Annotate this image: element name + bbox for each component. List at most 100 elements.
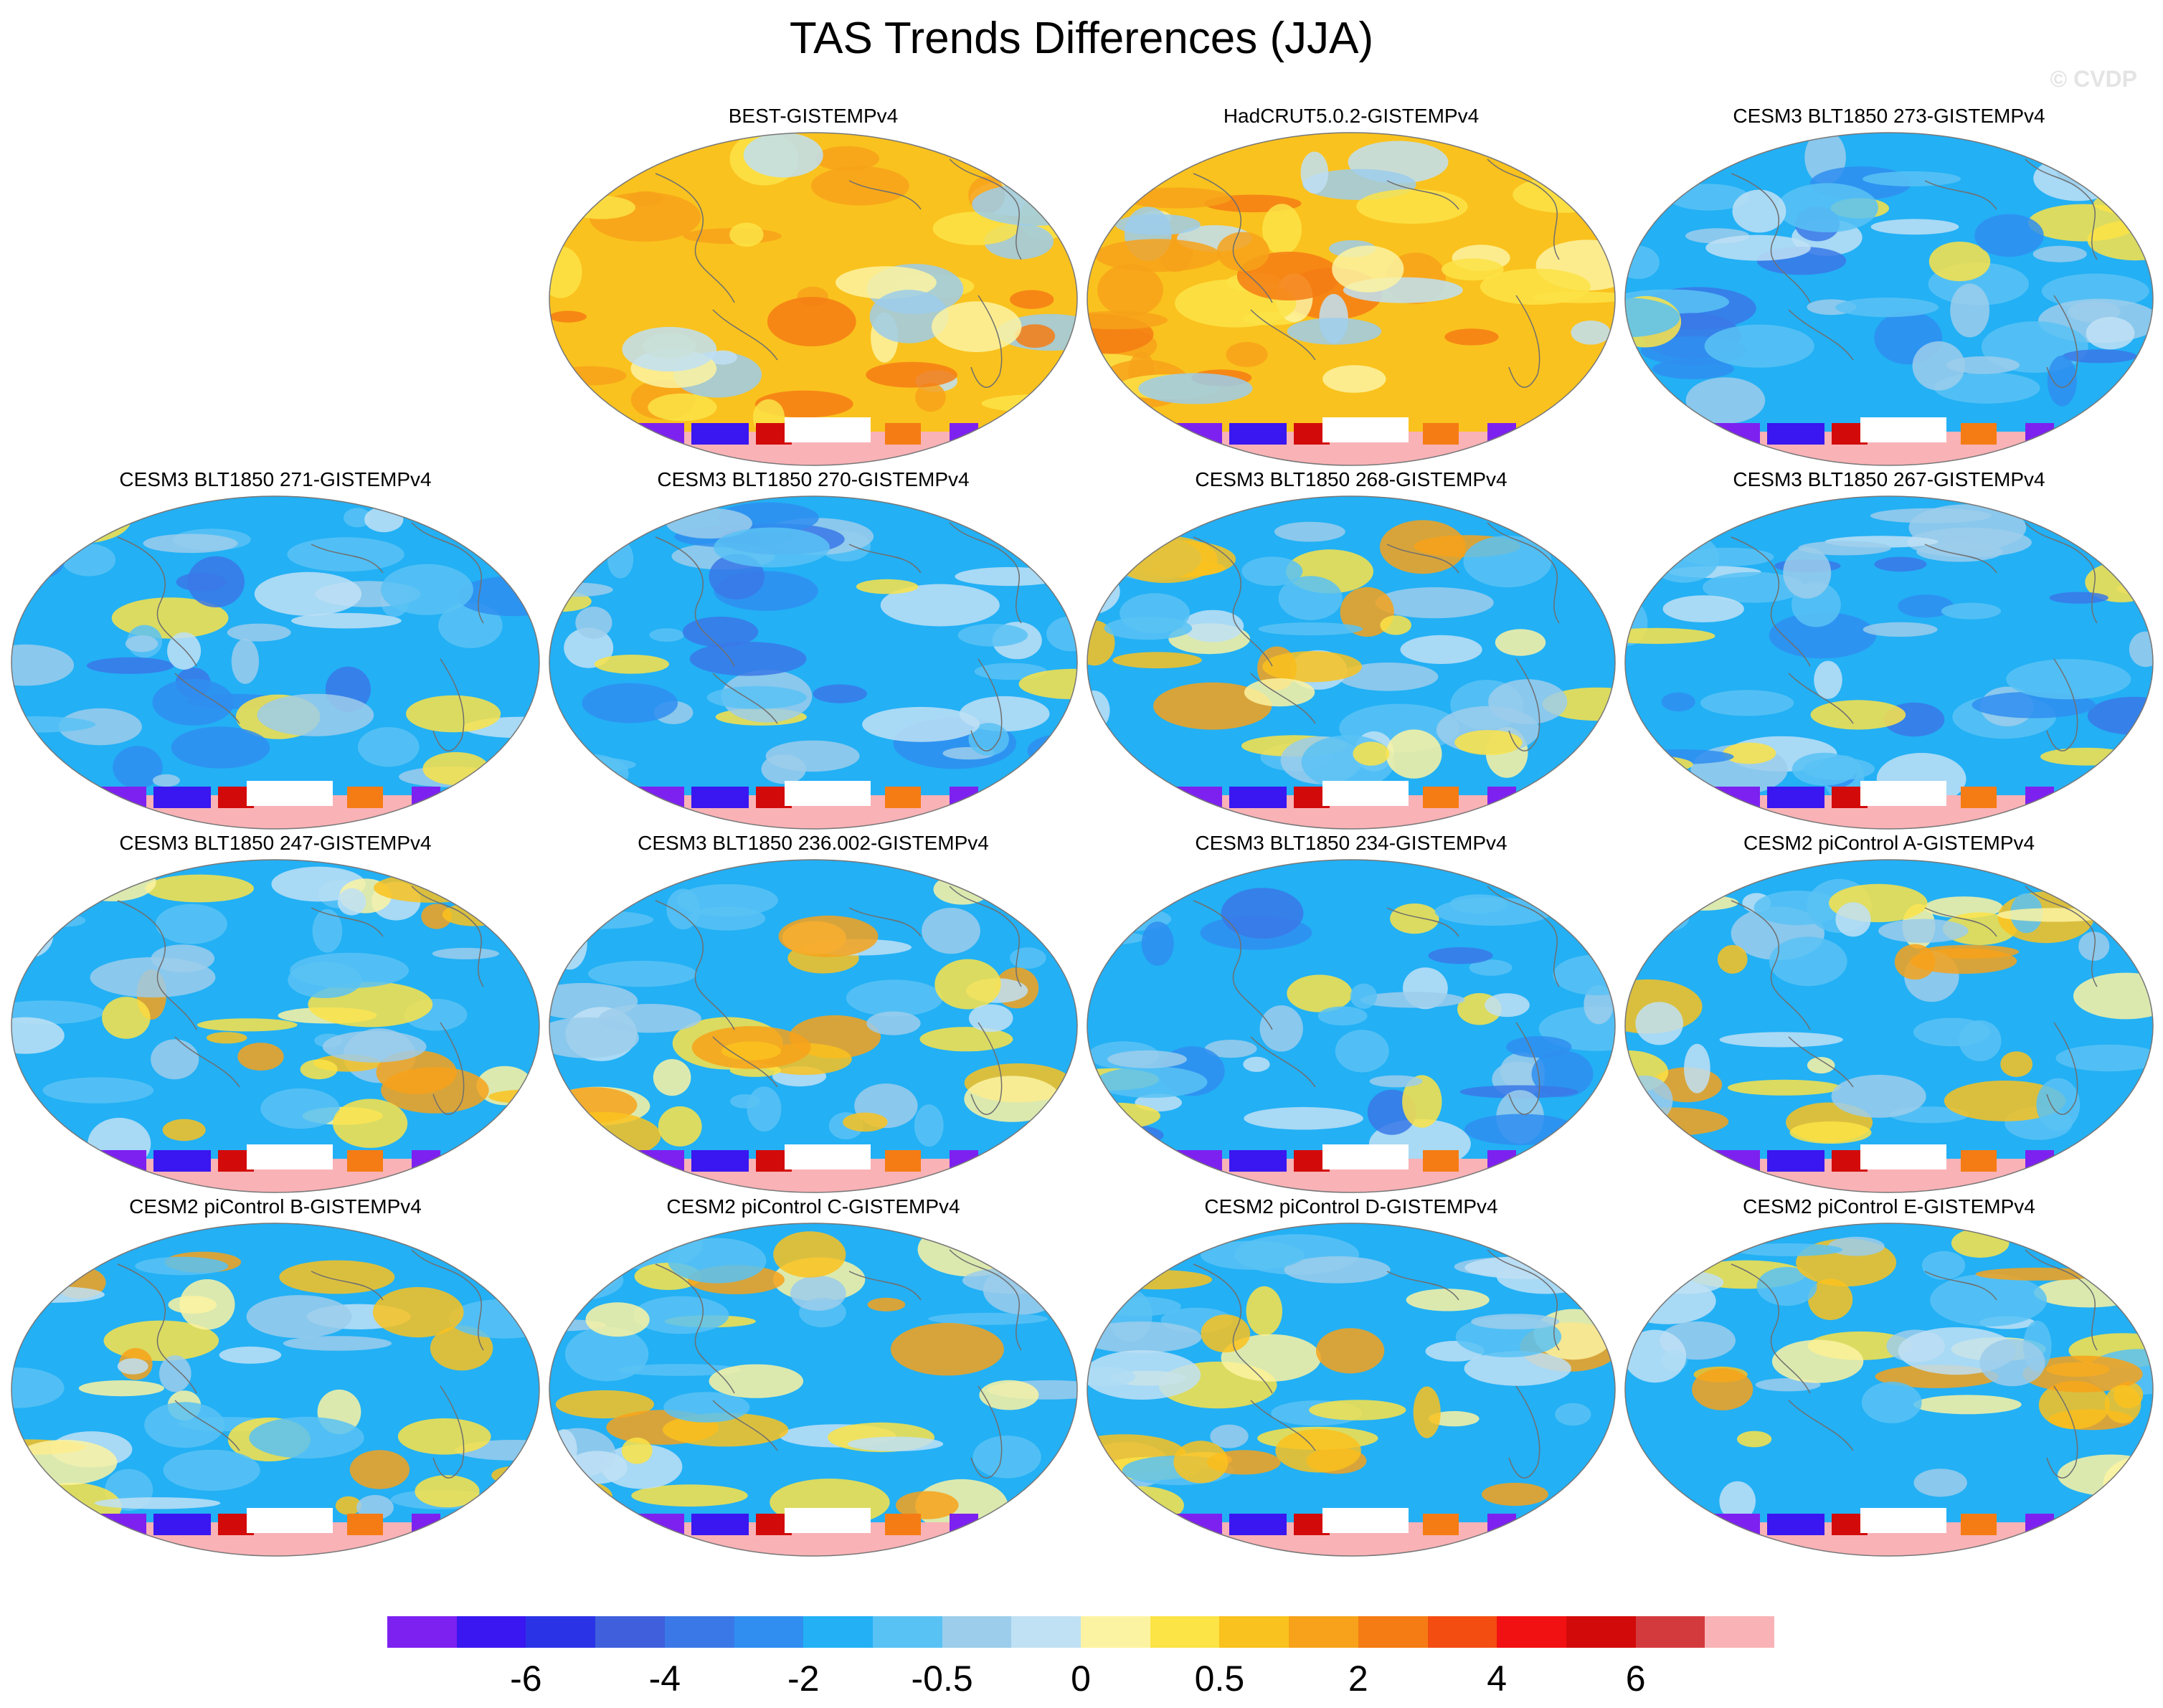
antarctic-anomaly (2025, 1514, 2054, 1535)
anomaly-region (1870, 219, 1959, 235)
coastline (970, 1022, 1003, 1115)
anomaly-region (135, 1256, 229, 1276)
anomaly-region (2038, 1380, 2110, 1430)
map-globe (1087, 1223, 1616, 1557)
anomaly-region (2079, 1236, 2145, 1287)
colorbar-box (526, 1616, 596, 1648)
anomaly-region (706, 685, 807, 709)
anomaly-region (1380, 615, 1411, 635)
anomaly-region (1808, 1278, 1853, 1320)
anomaly-region (322, 1030, 427, 1063)
anomaly-region (1506, 1036, 1572, 1058)
colorbar-tick-label: 0 (1071, 1659, 1091, 1699)
anomaly-region (381, 1067, 489, 1114)
antarctic-anomaly (691, 423, 749, 445)
coastline (1924, 1271, 1997, 1301)
antarctic-anomaly (1961, 423, 1997, 445)
antarctic-anomaly (1423, 423, 1459, 445)
anomaly-region (421, 903, 453, 929)
anomaly-region (1700, 690, 1794, 716)
anomaly-region (1095, 1066, 1208, 1098)
panel-title: CESM3 BLT1850 236.002-GISTEMPv4 (638, 832, 989, 854)
coastline (1508, 295, 1540, 388)
anomaly-region (1241, 556, 1303, 587)
anomaly-region (1243, 1056, 1270, 1072)
anomaly-region (628, 191, 664, 207)
anomaly-region (999, 528, 1032, 548)
colorbar-box (595, 1616, 666, 1648)
coastline (174, 1036, 240, 1088)
anomaly-region (283, 1336, 392, 1351)
anomaly-region (1274, 521, 1345, 542)
anomaly-region (1798, 541, 1891, 556)
anomaly-region (1495, 629, 1546, 656)
watermark: © CVDP (2050, 66, 2137, 92)
anomaly-region (1004, 134, 1077, 186)
coastline (2025, 522, 2098, 624)
anomaly-region (968, 723, 1009, 756)
anomaly-region (1898, 594, 1954, 618)
anomaly-region (1542, 687, 1615, 721)
map-globe (11, 859, 540, 1193)
anomaly-region (290, 952, 410, 989)
coastline (1508, 1022, 1540, 1115)
anomaly-region (11, 1017, 65, 1054)
anomaly-region (658, 1106, 702, 1147)
anomaly-region (162, 1119, 206, 1142)
coastline (848, 1271, 922, 1301)
anomaly-region (1087, 620, 1115, 666)
anomaly-region (1018, 668, 1077, 700)
antarctic-anomaly (950, 1150, 978, 1172)
coastline (2025, 886, 2098, 987)
antarctic-anomaly (153, 1514, 211, 1535)
anomaly-region (743, 133, 823, 178)
coastline (1386, 544, 1459, 574)
anomaly-region (621, 1437, 653, 1464)
anomaly-region (499, 743, 539, 762)
antarctic-anomaly (950, 423, 978, 445)
anomaly-region (335, 1496, 361, 1515)
antarctic-anomaly (347, 1150, 383, 1172)
anomaly-region (1107, 1050, 1188, 1068)
coastline (1924, 907, 1997, 937)
anomaly-region (151, 1039, 199, 1080)
missing-data (247, 1508, 333, 1533)
coastline (848, 907, 922, 937)
antarctic-anomaly (885, 423, 921, 445)
coastline (949, 158, 1022, 260)
anomaly-region (406, 695, 501, 733)
coastline (970, 658, 1003, 751)
anomaly-region (1661, 692, 1695, 712)
anomaly-region (847, 1436, 944, 1451)
coastline (712, 1400, 778, 1451)
anomaly-region (1244, 1106, 1363, 1130)
map-outline (1087, 495, 1616, 830)
anomaly-region (962, 1267, 1074, 1294)
map-panel: CESM3 BLT1850 267-GISTEMPv4 (1624, 468, 2154, 834)
anomaly-region (1369, 1075, 1423, 1088)
anomaly-region (914, 1104, 944, 1147)
antarctic-anomaly (1487, 1514, 1516, 1535)
anomaly-region (78, 1380, 164, 1397)
map-panel: CESM2 piControl D-GISTEMPv4 (1086, 1195, 1617, 1561)
anomaly-region (511, 497, 539, 536)
anomaly-region (58, 708, 142, 746)
anomaly-region (765, 740, 860, 772)
coastline (311, 544, 384, 574)
coastline (311, 907, 384, 937)
anomaly-region (1753, 891, 1842, 926)
coastline (949, 522, 1022, 624)
anomaly-region (1356, 189, 1468, 224)
missing-data (785, 417, 871, 442)
coastline (432, 1385, 465, 1479)
coastline (712, 1036, 778, 1088)
anomaly-region (415, 1475, 480, 1508)
map-panel: CESM3 BLT1850 247-GISTEMPv4 (10, 832, 541, 1197)
anomaly-region (42, 914, 86, 927)
coastline (1508, 658, 1540, 751)
anomaly-region (152, 774, 180, 787)
colorbar-box (387, 1616, 458, 1648)
coastline (174, 673, 240, 724)
anomaly-region (102, 997, 151, 1039)
coastline (117, 1263, 197, 1394)
